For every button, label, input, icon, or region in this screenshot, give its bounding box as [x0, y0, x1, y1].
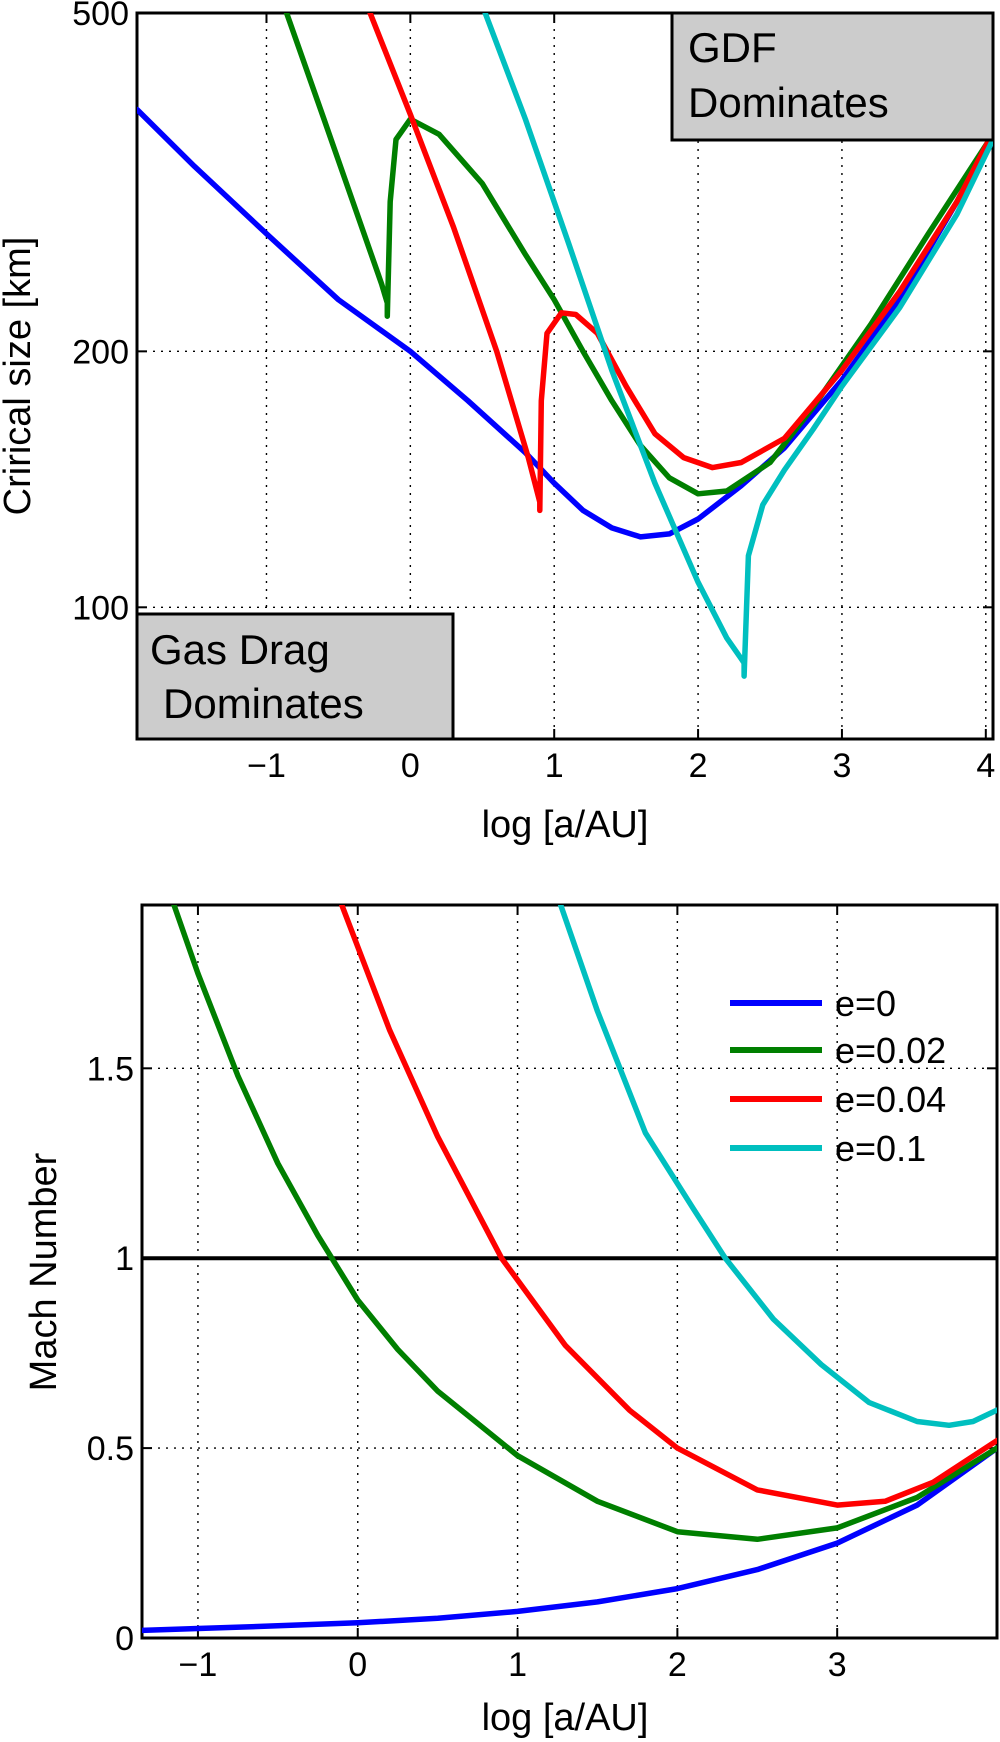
x-tick-label: −1: [247, 747, 286, 785]
series-line-e004: [367, 13, 993, 514]
gdf-annotation-line2: Dominates: [688, 79, 889, 126]
gasdrag-annotation-line2: Dominates: [163, 680, 364, 727]
y-axis-label-bottom: Mach Number: [23, 1152, 65, 1391]
gasdrag-annotation-line1: Gas Drag: [150, 626, 330, 673]
legend-label-e0: e=0: [835, 983, 896, 1024]
x-tick-label: 2: [689, 747, 708, 785]
x-tick-label: 0: [401, 747, 420, 785]
x-tick-label: −1: [179, 1646, 218, 1684]
mach-number-chart: −1 0 1 2 3 0 0.5 1 1.5 e=0 e=0.02 e=0.04 e=0.1 l…: [23, 903, 999, 1739]
ticks-bottom: −1 0 1 2 3 0 0.5 1 1.5: [87, 905, 997, 1684]
y-tick-label: 500: [72, 0, 129, 33]
gasdrag-annotation: Gas Drag Dominates: [135, 612, 455, 741]
x-tick-label: 1: [508, 1646, 527, 1684]
series-line-e01: [557, 905, 997, 1429]
series-line-e0: [137, 106, 993, 540]
gdf-annotation-box: [670, 11, 995, 142]
x-tick-label: 1: [545, 747, 564, 785]
legend-label-e004: e=0.04: [835, 1079, 946, 1120]
legend-label-e01: e=0.1: [835, 1128, 926, 1169]
y-tick-label: 1.5: [87, 1050, 134, 1088]
x-tick-label: 3: [832, 747, 851, 785]
x-tick-label: 2: [668, 1646, 687, 1684]
x-tick-label: 0: [348, 1646, 367, 1684]
critical-size-chart: −1 0 1 2 3 4 100 200 500 GDF Dominates Gas Drag …: [0, 0, 995, 846]
plot-frame-top: [135, 11, 995, 741]
y-tick-label: 200: [72, 333, 129, 371]
gdf-annotation-line1: GDF: [688, 24, 777, 71]
series-line-e002: [171, 905, 997, 1543]
x-tick-label: 4: [976, 747, 995, 785]
gdf-annotation: GDF Dominates: [670, 11, 995, 142]
y-tick-label: 100: [72, 589, 129, 627]
legend-entry-e004: e=0.04: [730, 1079, 946, 1120]
series-top: [137, 13, 993, 679]
series-bottom: [142, 905, 997, 1634]
x-tick-label: 3: [828, 1646, 847, 1684]
series-line-e01: [482, 13, 993, 679]
series-line-e0: [142, 1445, 997, 1634]
ticks-top: −1 0 1 2 3 4 100 200 500: [72, 0, 995, 785]
legend: e=0 e=0.02 e=0.04 e=0.1: [730, 983, 946, 1169]
plot-frame-bottom: [140, 903, 999, 1640]
gasdrag-annotation-box: [135, 612, 455, 741]
legend-label-e002: e=0.02: [835, 1030, 946, 1071]
x-axis-label-top: log [a/AU]: [482, 804, 649, 846]
x-axis-label-bottom: log [a/AU]: [482, 1697, 649, 1739]
legend-entry-e002: e=0.02: [730, 1030, 946, 1071]
y-tick-label: 0.5: [87, 1430, 134, 1468]
legend-entry-e01: e=0.1: [730, 1128, 926, 1169]
series-line-e004: [339, 905, 997, 1508]
y-tick-label: 1: [115, 1240, 134, 1278]
legend-entry-e0: e=0: [730, 983, 896, 1024]
y-tick-label: 0: [115, 1620, 134, 1658]
y-axis-label-top: Crirical size [km]: [0, 237, 39, 516]
series-line-e002: [283, 13, 993, 497]
